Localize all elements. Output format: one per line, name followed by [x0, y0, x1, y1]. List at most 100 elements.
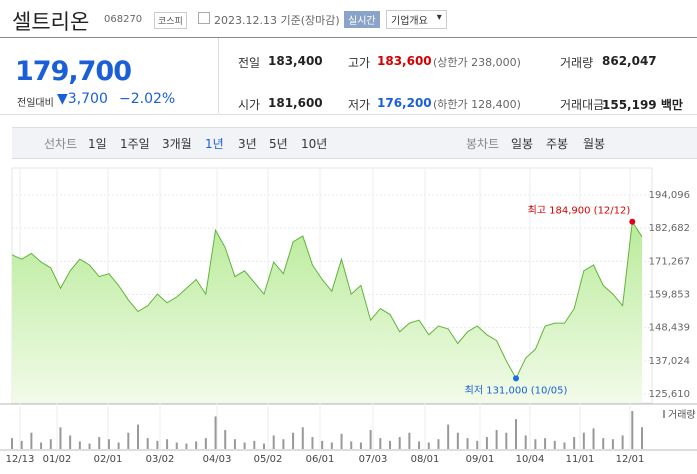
tab[interactable]: 1년 — [205, 137, 224, 151]
quote-value: 183,600 — [377, 54, 432, 68]
realtime-button[interactable]: 실시간 — [344, 11, 380, 28]
caret: ▾ — [436, 12, 442, 23]
tab[interactable]: 3개월 — [162, 137, 192, 151]
x-tick-label: 09/01 — [466, 454, 495, 465]
x-tick-label: 10/04 — [516, 454, 545, 465]
volume-bar — [534, 439, 537, 449]
volume-bar — [369, 430, 372, 449]
volume-bar — [185, 443, 188, 449]
quote-label: 시가 — [238, 98, 261, 112]
volume-bar — [30, 432, 33, 449]
x-tick-label: 04/03 — [203, 454, 232, 465]
x-tick-label: 12/13 — [6, 454, 35, 465]
quote-extra: (상한가 238,000) — [433, 56, 521, 69]
volume-bar — [233, 439, 236, 449]
x-tick-label: 11/01 — [566, 454, 595, 465]
volume-bar — [40, 442, 43, 449]
volume-bar — [418, 441, 421, 449]
tab[interactable]: 1일 — [88, 137, 107, 151]
quote-label: 전일 — [238, 56, 261, 70]
high-label: 최고 184,900 (12/12) — [528, 205, 631, 217]
market-badge: 코스피 — [154, 12, 187, 29]
tab-label: 선차트 — [44, 137, 78, 151]
dropdown-label: 기업개요 — [391, 16, 428, 27]
x-tick-label: 02/01 — [94, 454, 123, 465]
volume-bar — [611, 439, 614, 449]
volume-bar — [253, 440, 256, 449]
volume-label: 거래량 — [668, 409, 696, 421]
volume-bar — [485, 437, 488, 449]
volume-bar — [166, 439, 169, 449]
price-area — [12, 221, 642, 403]
price-line — [11, 220, 643, 380]
volume-bar — [137, 424, 139, 449]
volume-bar — [204, 438, 207, 449]
tab[interactable]: 3년 — [238, 137, 257, 151]
volume-bar — [641, 427, 643, 449]
y-tick-label: 194,096 — [649, 190, 690, 201]
quote-value: 176,200 — [377, 96, 432, 110]
volume-bar — [398, 437, 401, 449]
volume-bar — [505, 432, 508, 449]
volume-bar — [515, 419, 517, 449]
tab[interactable]: 주봉 — [546, 137, 569, 151]
volume-bar — [427, 442, 430, 449]
y-tick-label: 137,024 — [649, 356, 690, 367]
quote-value: 181,600 — [268, 96, 323, 110]
x-tick-label: 03/02 — [146, 454, 175, 465]
low-label: 최저 131,000 (10/05) — [465, 384, 568, 396]
volume-bar — [195, 441, 198, 449]
quote-value: 155,199 백만 — [602, 98, 683, 112]
tab[interactable]: 1주일 — [120, 137, 150, 151]
x-tick-label: 05/02 — [254, 454, 283, 465]
volume-bar — [49, 439, 52, 449]
volume-bar — [263, 443, 265, 449]
y-tick-label: 171,267 — [649, 256, 690, 267]
quote-extra: (하한가 128,400) — [433, 98, 521, 111]
x-tick-label: 06/01 — [306, 454, 335, 465]
volume-bar — [107, 439, 110, 449]
x-tick-label: 07/03 — [359, 454, 388, 465]
chart: 194,096 182,682 171,267 159,853 148,439 137,0… — [0, 167, 697, 465]
volume-bar — [553, 440, 556, 449]
volume-bar — [408, 432, 411, 449]
volume-bar — [292, 432, 295, 449]
tab[interactable]: 월봉 — [583, 137, 606, 151]
change-rate: −2.02% — [119, 91, 176, 107]
volume-bar — [272, 435, 275, 449]
volume-bar — [437, 439, 440, 449]
volume-bar — [78, 441, 81, 449]
volume-bar — [117, 442, 120, 449]
volume-bar — [466, 438, 469, 449]
quote-label: 거래대금 — [560, 98, 605, 112]
volume-bar — [456, 432, 459, 449]
tab[interactable]: 일봉 — [511, 137, 534, 151]
change-value: 3,700 — [67, 91, 108, 107]
tab-label: 봉차트 — [466, 137, 500, 151]
volume-bar — [11, 438, 13, 449]
company-info-dropdown[interactable]: 기업개요 ▾ — [386, 10, 447, 29]
volume-bar — [175, 442, 178, 449]
quote-value: 183,400 — [268, 54, 323, 68]
volume-icon — [663, 410, 665, 418]
tab-bar — [12, 127, 697, 159]
volume-bar — [582, 432, 585, 449]
tab[interactable]: 10년 — [301, 137, 328, 151]
volume-bar — [359, 442, 362, 449]
volume-bar — [573, 437, 576, 449]
calendar-icon — [198, 12, 210, 24]
y-tick-label: 159,853 — [649, 290, 690, 301]
volume-bar — [350, 441, 353, 449]
volume-bar — [243, 442, 246, 449]
quote-box — [0, 37, 697, 115]
volume-bar — [631, 411, 634, 449]
date: 2023.12.13 기준(장마감) — [214, 14, 340, 27]
quote-label: 거래량 — [560, 56, 594, 70]
tab[interactable]: 5년 — [269, 137, 288, 151]
y-tick-label: 148,439 — [649, 323, 690, 334]
quote-value: 862,047 — [602, 54, 657, 68]
volume-bar — [321, 440, 324, 449]
volume-bar — [563, 442, 566, 449]
volume-bar — [88, 443, 91, 449]
